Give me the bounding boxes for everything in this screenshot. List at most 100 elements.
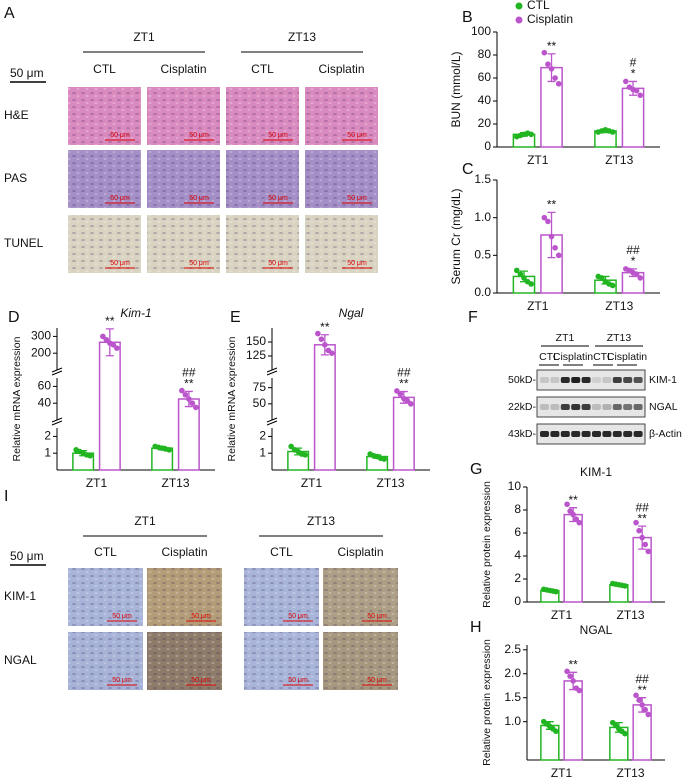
- y-tick-label: 1: [44, 445, 51, 459]
- data-point: [166, 447, 172, 453]
- column-label: Cisplatin: [337, 545, 383, 559]
- y-tick-label: 0.0: [474, 285, 491, 299]
- x-tick-label: ZT1: [527, 299, 549, 313]
- y-axis-label: Relative mRNA expression: [11, 336, 23, 461]
- data-point: [545, 61, 551, 67]
- data-point: [622, 730, 628, 737]
- panel-letter: A: [4, 5, 15, 22]
- micrograph-texture: [147, 150, 220, 208]
- blot-band: [623, 404, 633, 410]
- y-tick-label: 1.5: [474, 172, 491, 186]
- data-point: [633, 87, 640, 94]
- micrograph-texture: [68, 215, 141, 273]
- x-tick-label: ZT1: [527, 153, 549, 167]
- data-point: [100, 333, 106, 340]
- y-tick-label: 40: [478, 93, 492, 107]
- data-point: [633, 271, 640, 277]
- y-tick-label: 200: [31, 345, 51, 359]
- group-label: ZT1: [556, 332, 575, 344]
- data-point: [189, 400, 196, 407]
- x-tick-label: ZT13: [376, 476, 404, 490]
- blot-band: [581, 377, 591, 383]
- y-axis-label: Relative protein expression: [481, 481, 493, 608]
- chart-title: NGAL: [580, 623, 613, 637]
- data-point: [553, 588, 559, 595]
- data-point: [636, 697, 642, 703]
- data-point: [548, 66, 555, 72]
- bar: [392, 396, 415, 471]
- micrograph-texture: [147, 87, 220, 145]
- y-tick-label: 100: [471, 24, 491, 38]
- data-point: [599, 275, 605, 281]
- data-point: [179, 387, 185, 394]
- micrograph-texture: [68, 150, 141, 208]
- legend-marker: [515, 2, 523, 10]
- row-label: H&E: [4, 108, 29, 122]
- significance: **: [547, 198, 557, 212]
- y-tick-label: 20: [478, 116, 492, 130]
- micrograph-texture: [147, 568, 222, 626]
- y-tick-label: 0: [484, 139, 491, 153]
- data-point: [645, 711, 652, 718]
- blot-strip: [536, 396, 646, 418]
- y-tick-label: 80: [478, 47, 492, 61]
- bar: [313, 344, 336, 471]
- data-point: [555, 252, 562, 259]
- data-point: [633, 519, 639, 526]
- scale-header: 50 μm: [10, 549, 44, 563]
- y-tick-label: 1.0: [474, 210, 491, 224]
- y-tick-label: 4: [514, 548, 521, 562]
- data-point: [555, 80, 562, 87]
- significance: ##: [182, 366, 196, 380]
- micrograph-texture: [244, 632, 319, 690]
- column-label: Cisplatin: [318, 62, 364, 76]
- y-axis-label: Serum Cr (mg/dL): [449, 188, 463, 284]
- data-point: [528, 131, 534, 138]
- group-label: ZT1: [133, 30, 155, 44]
- data-point: [322, 342, 328, 348]
- chart-title: Ngal: [339, 306, 364, 320]
- panel-letter: E: [230, 309, 241, 326]
- band-name: KIM-1: [649, 374, 677, 386]
- micrograph-texture: [305, 150, 378, 208]
- scale-label: 50 μm: [288, 677, 308, 684]
- blot-band: [612, 404, 622, 410]
- y-tick-label: 0: [514, 594, 521, 608]
- data-point: [87, 452, 93, 459]
- data-point: [552, 245, 558, 251]
- significance: **: [547, 39, 557, 53]
- y-tick-label: 40: [38, 395, 52, 409]
- significance: **: [568, 493, 578, 507]
- data-point: [576, 687, 583, 694]
- group-label: ZT13: [288, 30, 316, 44]
- x-tick-label: ZT1: [301, 476, 323, 490]
- data-point: [645, 548, 652, 555]
- significance: **: [568, 657, 578, 671]
- y-tick-label: 125: [246, 348, 266, 362]
- y-tick-label: 2: [514, 571, 521, 585]
- data-point: [609, 282, 616, 289]
- significance: **: [184, 377, 194, 391]
- panel-letter: F: [468, 309, 478, 326]
- data-point: [397, 391, 404, 397]
- group-label: ZT13: [307, 514, 335, 528]
- y-tick-label: 0.5: [474, 248, 491, 262]
- data-point: [114, 345, 120, 351]
- scale-label: 50 μm: [347, 195, 367, 202]
- blot-band: [612, 431, 622, 437]
- x-tick-label: ZT13: [616, 608, 644, 622]
- blot-band: [540, 404, 549, 410]
- band-size: 43kD-: [508, 428, 537, 440]
- band-size: 22kD-: [508, 401, 537, 413]
- data-point: [642, 541, 649, 548]
- blot-band: [550, 431, 560, 437]
- blot-band: [571, 377, 581, 383]
- y-tick-label: 1.5: [504, 690, 521, 704]
- significance: #: [630, 56, 637, 70]
- micrograph-texture: [226, 150, 299, 208]
- data-point: [637, 92, 644, 99]
- scale-label: 50 μm: [347, 132, 367, 139]
- data-point: [633, 692, 639, 699]
- y-tick-label: 2.5: [504, 642, 521, 656]
